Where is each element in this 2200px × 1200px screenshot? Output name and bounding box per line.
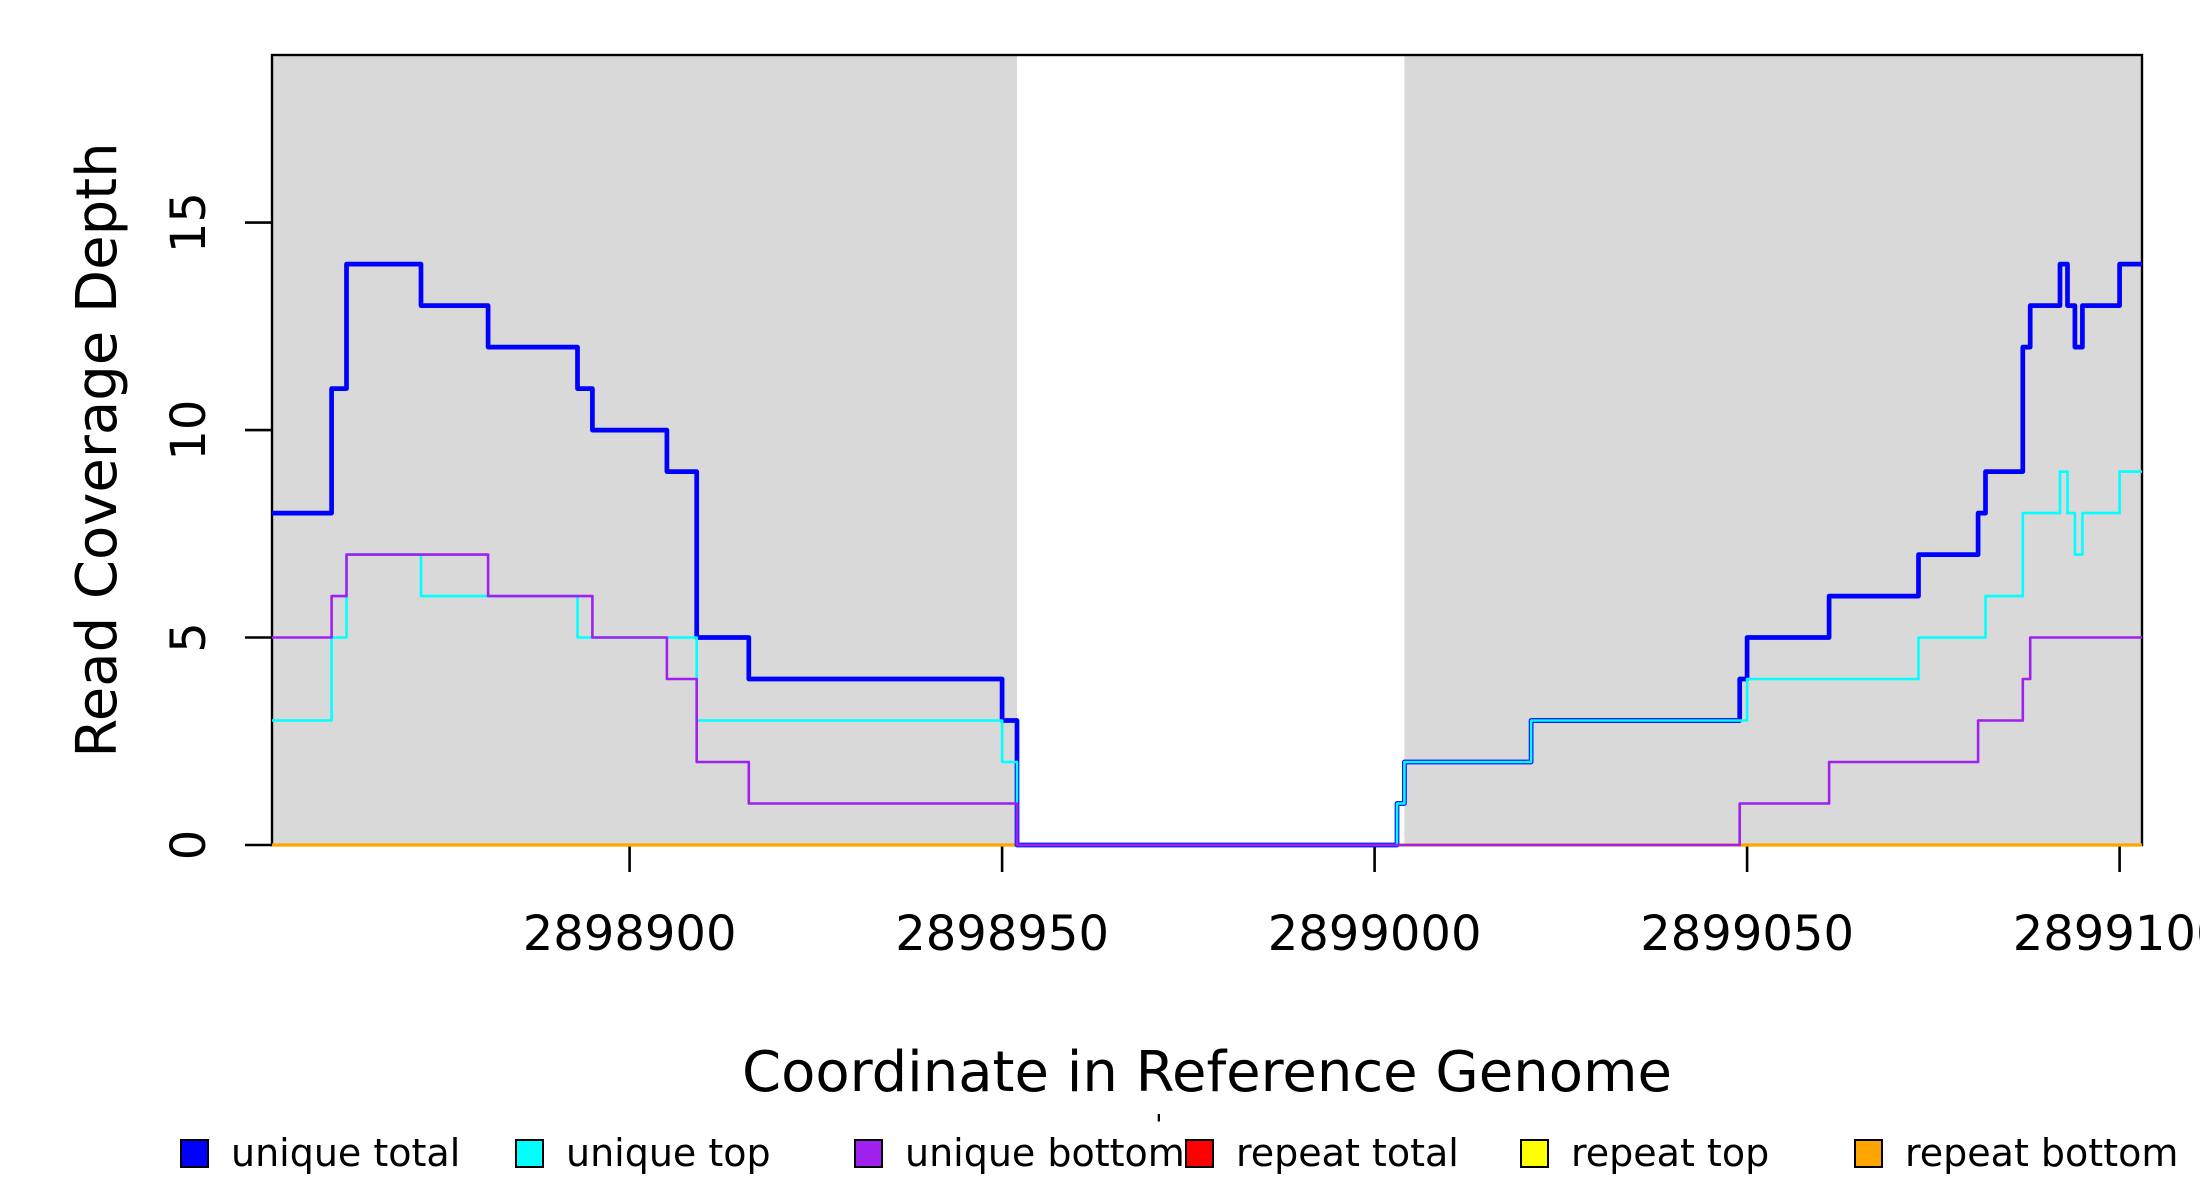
y-tick-label: 10 (161, 400, 217, 461)
stray-mark: ' (1155, 1108, 1163, 1141)
x-tick-label: 2899000 (1268, 906, 1482, 962)
x-axis-title: Coordinate in Reference Genome (741, 1040, 1673, 1105)
y-tick-label: 0 (161, 830, 217, 861)
y-axis-title: Read Coverage Depth (65, 142, 130, 758)
x-tick-label: 2898950 (895, 906, 1109, 962)
y-tick-label: 5 (161, 622, 217, 653)
shaded-region (272, 55, 1017, 845)
y-tick-label: 15 (161, 192, 217, 253)
series-line-unique-bottom (272, 553, 2142, 847)
shaded-region (1404, 55, 2142, 845)
x-tick-label: 2898900 (523, 906, 737, 962)
x-tick-label: 2899050 (1640, 906, 1854, 962)
